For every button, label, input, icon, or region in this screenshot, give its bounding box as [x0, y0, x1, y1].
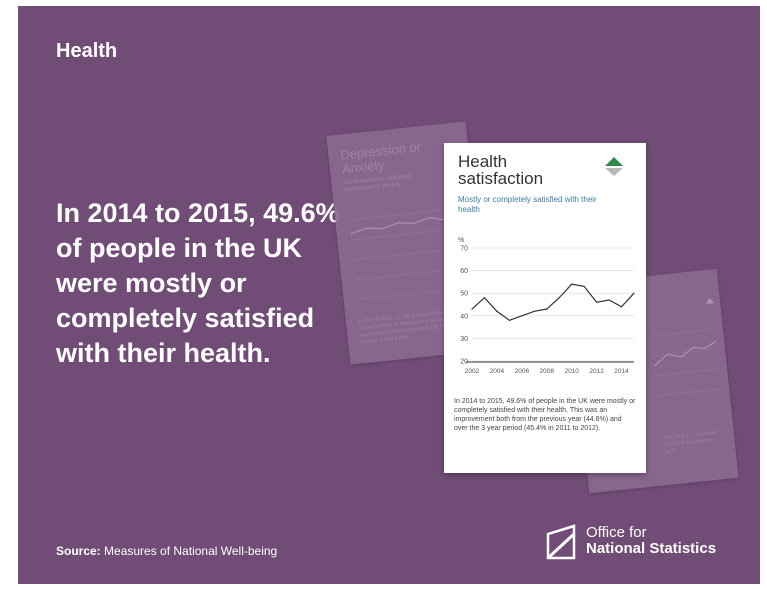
x-tick-label: 2002 [465, 368, 480, 375]
ons-logo-text: Office for National Statistics [586, 525, 716, 557]
data-point [558, 297, 560, 299]
ghost-card-right-text: The level of ... remained similar to the… [663, 429, 718, 456]
source-text: Measures of National Well-being [104, 544, 278, 558]
logo-line1: Office for [586, 524, 647, 541]
data-point [546, 308, 548, 310]
logo-line2: National Statistics [586, 540, 717, 557]
data-point [533, 310, 535, 312]
ghost-card-chart [349, 208, 470, 300]
data-point [633, 292, 635, 294]
data-point [620, 306, 623, 308]
ons-logo-icon [546, 524, 576, 560]
x-tick-label: 2008 [540, 368, 555, 375]
x-tick-label: 2010 [564, 368, 579, 375]
card-description: In 2014 to 2015, 49.6% of people in the … [454, 398, 636, 432]
source-note: Source: Measures of National Well-being [56, 544, 277, 558]
headline: In 2014 to 2015, 49.6% of people in the … [56, 198, 340, 368]
y-tick-label: 60 [460, 268, 468, 275]
card-title: Health satisfaction [458, 153, 598, 187]
ghost-card-depression: Depression or Anxiety Some evidence indi… [326, 121, 490, 365]
data-point [571, 283, 573, 285]
trend-up-icon [605, 157, 623, 176]
y-tick-label: 40 [460, 313, 468, 320]
x-tick-label: 2014 [614, 368, 629, 375]
y-tick-label: 70 [460, 246, 468, 253]
infographic-panel: Health In 2014 to 2015, 49.6% of people … [18, 6, 760, 584]
data-point [496, 310, 498, 312]
data-point [521, 315, 523, 317]
data-point [471, 308, 473, 310]
ghost-card-right: The level of ... remained similar to the… [567, 268, 739, 494]
data-point [608, 299, 610, 301]
y-axis-unit: % [458, 237, 464, 244]
ghost-card-title: Depression or Anxiety [339, 139, 422, 177]
y-tick-label: 20 [460, 359, 468, 366]
card-title-line2: satisfaction [458, 169, 544, 188]
health-satisfaction-chart: % 20 30 40 50 60 70 2002 2004 2006 2008 2010 2012 201… [458, 237, 635, 375]
card-subtitle: Mostly or completely satisfied with thei… [458, 195, 597, 214]
data-point [483, 297, 486, 299]
x-tick-label: 2012 [589, 368, 604, 375]
data-point [508, 319, 510, 321]
source-label: Source: [56, 544, 101, 558]
ghost-card-subtitle: Some evidence indicating depression or a… [343, 173, 412, 194]
health-satisfaction-card: Health satisfaction Mostly or completely… [444, 143, 646, 473]
section-title: Health [56, 40, 118, 62]
card-title-line1: Health [458, 152, 508, 171]
series-line [471, 283, 635, 321]
data-point [596, 301, 598, 303]
ghost-card-right-chart [649, 297, 722, 397]
x-tick-label: 2004 [490, 368, 505, 375]
data-point [583, 285, 585, 288]
y-tick-label: 50 [460, 291, 468, 298]
x-tick-label: 2006 [515, 368, 530, 375]
y-tick-label: 30 [460, 336, 468, 343]
